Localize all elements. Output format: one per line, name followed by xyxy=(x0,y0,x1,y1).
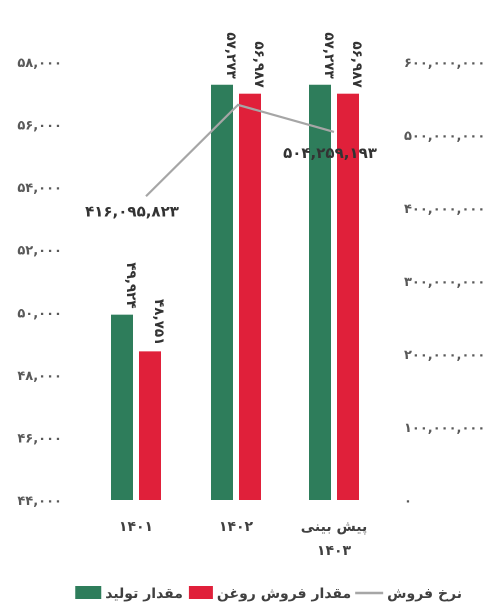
left-axis-tick-label: ۴۴,۰۰۰ xyxy=(17,494,62,509)
left-axis-tick-label: ۵۲,۰۰۰ xyxy=(17,244,62,259)
legend-swatch-production xyxy=(75,586,102,599)
sales-rate-line xyxy=(145,103,335,198)
legend-label-oil-sales: مقدار فروش روغن xyxy=(217,586,351,602)
sales-rate-label-1403: ۵۰۴,۲۵۹,۱۹۳ xyxy=(283,144,377,162)
category-label: ۱۴۰۲ xyxy=(219,519,254,535)
left-axis-tick-label: ۵۶,۰۰۰ xyxy=(17,119,62,134)
right-axis-tick-label: ۴۰۰,۰۰۰,۰۰۰ xyxy=(404,202,484,217)
legend-swatch-oil-sales xyxy=(188,586,213,599)
left-axis-tick-label: ۴۸,۰۰۰ xyxy=(17,369,62,384)
oil-sales-bar xyxy=(337,93,359,500)
production-data-label: ۴۹,۹۲۴ xyxy=(123,262,139,308)
left-axis-tick-label: ۵۰,۰۰۰ xyxy=(17,306,62,321)
left-axis-tick-label: ۵۸,۰۰۰ xyxy=(17,56,62,71)
left-axis-tick-label: ۴۶,۰۰۰ xyxy=(17,431,62,446)
bars xyxy=(111,84,359,500)
right-axis-tick-label: ۵۰۰,۰۰۰,۰۰۰ xyxy=(404,129,484,144)
right-axis-tick-label: ۶۰۰,۰۰۰,۰۰۰ xyxy=(404,56,484,71)
production-data-label: ۵۷,۲۷۳ xyxy=(223,32,239,79)
category-label: پیش بینی xyxy=(301,519,368,535)
sales-rate-line-path xyxy=(145,103,335,198)
right-axis-tick-label: ۲۰۰,۰۰۰,۰۰۰ xyxy=(404,348,484,363)
right-axis-tick-label: ۳۰۰,۰۰۰,۰۰۰ xyxy=(404,275,484,290)
category-label: ۱۴۰۳ xyxy=(317,543,352,559)
legend: نرخ فروش مقدار فروش روغن مقدار تولید xyxy=(75,586,462,602)
category-label: ۱۴۰۱ xyxy=(119,519,153,535)
production-bar xyxy=(211,84,233,500)
right-axis-tick-label: ۱۰۰,۰۰۰,۰۰۰ xyxy=(404,421,484,436)
production-bar xyxy=(111,314,133,500)
data-labels: ۴۹,۹۲۴ ۵۷,۲۷۳ ۵۷,۲۷۳ ۴۸,۷۵۱ ۵۶,۹۸۷ ۵۶,۹۸۷ ۴۱۶,… xyxy=(85,32,377,345)
oil-sales-data-label: ۵۶,۹۸۷ xyxy=(251,41,267,88)
category-labels: ۱۴۰۱ ۱۴۰۲ پیش بینی ۱۴۰۳ xyxy=(119,519,367,559)
sales-rate-label-1401: ۴۱۶,۰۹۵,۸۲۳ xyxy=(85,202,179,220)
left-axis-tick-label: ۵۴,۰۰۰ xyxy=(17,181,62,196)
oil-sales-bar xyxy=(139,351,161,500)
production-bar xyxy=(309,84,331,500)
production-data-label: ۵۷,۲۷۳ xyxy=(321,32,337,79)
legend-label-sales-rate: نرخ فروش xyxy=(387,586,462,602)
right-axis-tick-label: ۰ xyxy=(404,494,412,509)
legend-label-production: مقدار تولید xyxy=(105,586,183,602)
oil-sales-data-label: ۵۶,۹۸۷ xyxy=(349,41,365,88)
oil-sales-bar xyxy=(239,93,261,500)
right-axis: ۰ ۱۰۰,۰۰۰,۰۰۰ ۲۰۰,۰۰۰,۰۰۰ ۳۰۰,۰۰۰,۰۰۰ ۴۰۰,۰۰… xyxy=(404,56,484,509)
oil-sales-data-label: ۴۸,۷۵۱ xyxy=(151,299,167,345)
left-axis: ۴۴,۰۰۰ ۴۶,۰۰۰ ۴۸,۰۰۰ ۵۰,۰۰۰ ۵۲,۰۰۰ ۵۴,۰۰۰ ۵۶,۰… xyxy=(17,56,62,509)
